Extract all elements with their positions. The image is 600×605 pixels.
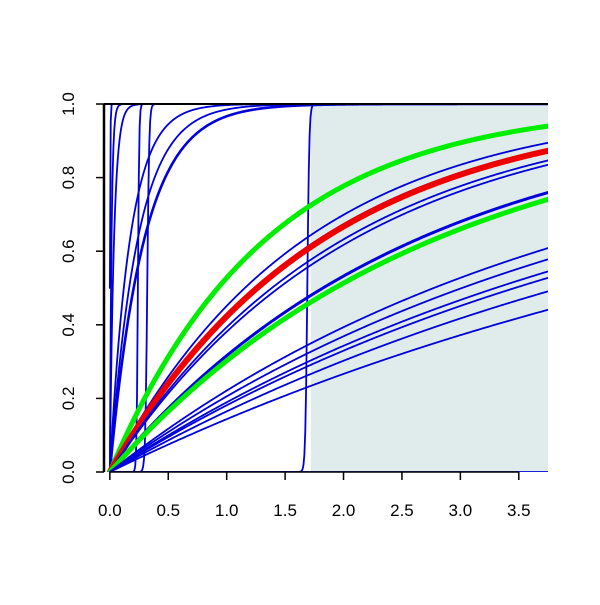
axes-group: 0.0 0.5 1.0 1.5 2.0 2.5 3.0 3.5 0.0 0.2 0.4 0.6 0.8 1…	[59, 92, 548, 520]
x-tick-label: 1.0	[215, 501, 239, 520]
x-tick-label: 3.5	[507, 501, 531, 520]
x-tick-label: 1.5	[273, 501, 297, 520]
series-line-20	[108, 270, 548, 472]
series-line-13	[106, 147, 548, 472]
y-tick-label: 0.2	[59, 387, 78, 411]
series-line-19	[108, 258, 548, 472]
series-line-23	[108, 308, 548, 472]
series-line-21	[108, 276, 548, 472]
x-tick-label: 0.0	[98, 501, 122, 520]
series-line-11	[108, 141, 548, 472]
y-tick-label: 1.0	[59, 92, 78, 116]
x-tick-label: 2.5	[390, 501, 414, 520]
x-tick-label: 3.0	[449, 501, 473, 520]
series-line-18	[108, 247, 548, 472]
series-line-22	[108, 290, 548, 472]
series-line-16	[108, 191, 548, 472]
y-tick-label: 0.6	[59, 239, 78, 263]
series-line-10	[107, 123, 548, 472]
x-tick-label: 2.0	[332, 501, 356, 520]
series-line-14	[108, 159, 548, 472]
shaded-region	[310, 104, 548, 472]
y-tick-label: 0.8	[59, 166, 78, 190]
series-line-17	[107, 196, 548, 472]
y-tick-label: 0.4	[59, 313, 78, 337]
series-line-15	[108, 163, 548, 472]
x-tick-label: 0.5	[156, 501, 180, 520]
y-tick-label: 0.0	[59, 460, 78, 484]
